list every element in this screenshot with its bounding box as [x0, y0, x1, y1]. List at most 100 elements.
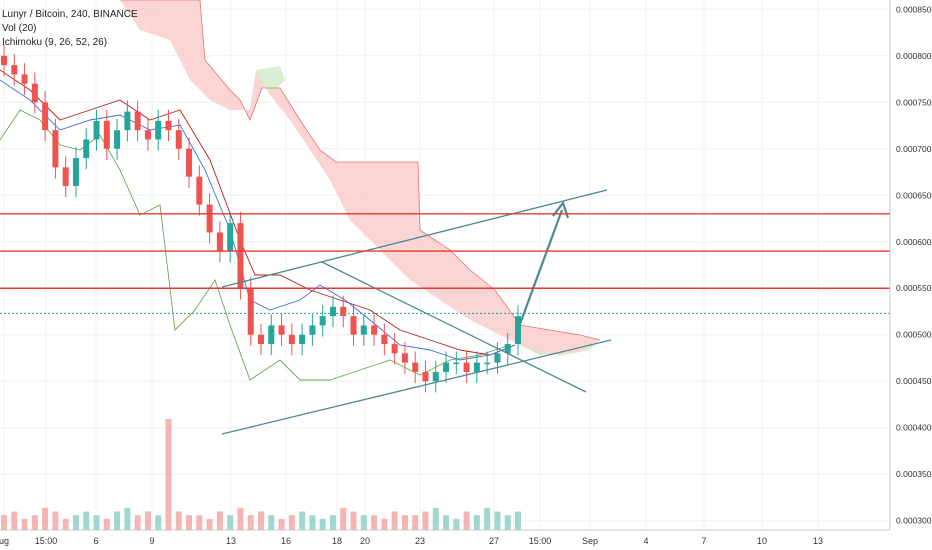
candle-body: [299, 334, 306, 345]
cloud-bullish: [520, 340, 600, 356]
volume-bar: [196, 515, 203, 530]
price-axis-bg: [890, 0, 932, 550]
volume-bar: [144, 511, 151, 530]
x-tick-label: Sep: [582, 536, 598, 546]
legend-vol: Vol (20): [2, 23, 37, 34]
volume-bar: [134, 515, 141, 530]
legend-ichimoku: Ichimoku (9, 26, 52, 26): [2, 37, 108, 48]
y-tick-label: 0.0003000: [896, 516, 932, 526]
volume-bar: [484, 507, 491, 530]
volume-bar: [381, 518, 388, 530]
candle-body: [52, 130, 59, 168]
x-tick-label: 18: [332, 536, 342, 546]
volume-bar: [319, 518, 326, 530]
candle-body: [83, 139, 90, 159]
cloud-bearish: [120, 0, 600, 355]
time-axis: ug 15:00 6 9 13 16 18 20 23 27 15:00 Sep 4 7 10 13: [0, 529, 890, 546]
candle-body: [360, 325, 367, 335]
volume-bar: [299, 511, 306, 530]
candle-body: [473, 362, 480, 372]
candle-body: [504, 344, 511, 354]
volume-bar: [268, 515, 275, 530]
x-tick-label: 4: [643, 536, 648, 546]
candle-body: [247, 288, 254, 335]
candle-body: [114, 130, 121, 149]
volume-bar: [114, 511, 121, 530]
volume-bar: [278, 518, 285, 530]
candle-body: [31, 83, 38, 103]
x-tick-label: 13: [813, 536, 823, 546]
x-tick-label: 9: [149, 536, 154, 546]
x-tick-label: 27: [489, 536, 499, 546]
volume-bar: [247, 515, 254, 530]
x-tick-label: 15:00: [35, 536, 58, 546]
candles: [1, 44, 521, 393]
candle-body: [103, 120, 110, 149]
volume-bar: [432, 507, 439, 530]
volume-bar: [227, 515, 234, 530]
volume-bar: [124, 507, 131, 530]
volume-bar: [72, 515, 79, 530]
candle-body: [196, 176, 203, 205]
volume-bar: [340, 507, 347, 530]
volume-bar: [360, 515, 367, 530]
candle-body: [206, 204, 213, 233]
candle-body: [237, 223, 244, 289]
candle-body: [11, 65, 18, 75]
candle-body: [329, 306, 336, 317]
volume-bar: [443, 515, 450, 530]
candle-body: [453, 362, 460, 365]
candle-body: [21, 74, 28, 84]
volume-bar: [422, 511, 429, 530]
candle-body: [72, 158, 79, 186]
descending-trendline: [321, 261, 587, 393]
volume-bar: [494, 511, 501, 530]
x-tick-label: 15:00: [529, 536, 552, 546]
candle-body: [401, 353, 408, 363]
breakout-arrow-shaft: [518, 209, 564, 325]
x-tick-label: 6: [93, 536, 98, 546]
volume-bar: [155, 515, 162, 530]
volume-bar: [31, 515, 38, 530]
legend: Lunyr / Bitcoin, 240, BINANCE Vol (20) I…: [2, 8, 138, 50]
volume-bar: [401, 515, 408, 530]
volume-bar: [288, 515, 295, 530]
volume-bar: [453, 518, 460, 530]
volume-bar: [515, 511, 521, 530]
trend-lines: [221, 189, 612, 435]
volume-bar: [309, 515, 316, 530]
candle-body: [1, 55, 7, 66]
breakout-arrow-head: [552, 200, 570, 219]
resistance-trendline: [221, 189, 608, 288]
x-tick-label: 16: [281, 536, 291, 546]
x-tick-label: 20: [360, 536, 370, 546]
candle-body: [412, 362, 419, 372]
x-tick-label: 13: [226, 536, 236, 546]
volume-bar: [165, 419, 172, 530]
volume-bar: [62, 518, 69, 530]
candle-body: [258, 334, 264, 345]
candle-body: [484, 362, 491, 365]
candle-body: [463, 362, 470, 372]
volume-bar: [206, 518, 213, 530]
volume-bar: [463, 511, 470, 530]
volume-bar: [103, 518, 110, 530]
candle-body: [288, 334, 295, 345]
candle-body: [62, 167, 69, 186]
volume-bar: [412, 515, 419, 530]
candle-body: [165, 120, 172, 131]
candle-body: [134, 111, 141, 131]
candle-body: [515, 316, 521, 345]
volume-bar: [175, 511, 182, 530]
candle-body: [144, 130, 151, 140]
x-tick-label: 7: [701, 536, 706, 546]
